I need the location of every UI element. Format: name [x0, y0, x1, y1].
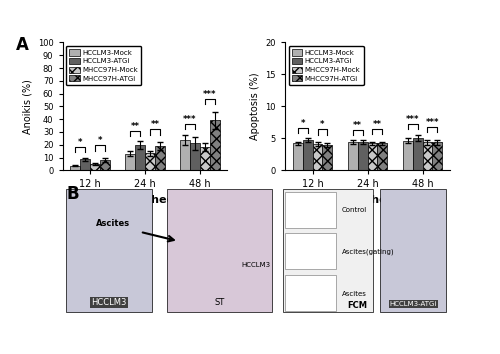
Bar: [293, 143, 302, 170]
Text: B: B: [66, 185, 79, 203]
Text: *: *: [320, 120, 324, 130]
Bar: [422, 142, 432, 170]
Bar: [90, 164, 100, 170]
Bar: [125, 154, 135, 170]
Bar: [145, 153, 155, 170]
Bar: [80, 159, 90, 170]
Text: **: **: [373, 120, 382, 129]
Bar: [155, 146, 164, 170]
Text: ***: ***: [426, 118, 439, 127]
Bar: [358, 142, 368, 170]
Bar: [180, 139, 190, 170]
Text: *: *: [300, 119, 305, 127]
Bar: [284, 189, 372, 312]
Bar: [286, 192, 336, 228]
Text: ***: ***: [184, 115, 197, 124]
Text: *: *: [78, 138, 82, 147]
Text: Ascites(gating): Ascites(gating): [342, 249, 394, 255]
Bar: [302, 139, 312, 170]
Text: ***: ***: [203, 90, 216, 99]
Text: Ascites: Ascites: [96, 219, 130, 228]
Text: HCCLM3-ATGi: HCCLM3-ATGi: [390, 301, 437, 307]
Bar: [190, 143, 200, 170]
Bar: [66, 189, 152, 312]
Text: HCCLM3: HCCLM3: [242, 262, 271, 268]
X-axis label: Detached: Detached: [116, 195, 174, 205]
Y-axis label: Anoikis (%): Anoikis (%): [22, 79, 32, 134]
Bar: [200, 147, 210, 170]
Bar: [348, 142, 358, 170]
Bar: [135, 145, 145, 170]
Text: FCM: FCM: [347, 301, 367, 310]
Bar: [100, 160, 110, 170]
X-axis label: Attached: Attached: [340, 195, 396, 205]
Text: ***: ***: [406, 115, 419, 124]
Bar: [70, 166, 80, 170]
Text: *: *: [98, 136, 102, 145]
Legend: HCCLM3-Mock, HCCLM3-ATGi, MHCC97H-Mock, MHCC97H-ATGi: HCCLM3-Mock, HCCLM3-ATGi, MHCC97H-Mock, …: [66, 46, 141, 85]
Bar: [286, 275, 336, 311]
Text: Ascites: Ascites: [342, 291, 366, 297]
Bar: [432, 142, 442, 170]
Bar: [402, 141, 412, 170]
Text: Control: Control: [342, 207, 367, 213]
Bar: [210, 120, 220, 170]
Bar: [286, 233, 336, 269]
Bar: [322, 145, 332, 170]
Text: **: **: [150, 120, 160, 130]
Text: A: A: [16, 36, 29, 54]
Bar: [312, 144, 322, 170]
Y-axis label: Apoptosis (%): Apoptosis (%): [250, 73, 260, 140]
Bar: [368, 143, 378, 170]
Legend: HCCLM3-Mock, HCCLM3-ATGi, MHCC97H-Mock, MHCC97H-ATGi: HCCLM3-Mock, HCCLM3-ATGi, MHCC97H-Mock, …: [288, 46, 364, 85]
Bar: [380, 189, 446, 312]
Text: **: **: [353, 121, 362, 130]
Text: HCCLM3: HCCLM3: [92, 298, 126, 307]
Bar: [167, 189, 272, 312]
Bar: [412, 138, 422, 170]
Bar: [378, 143, 388, 170]
Text: **: **: [130, 122, 140, 131]
Text: ST: ST: [214, 298, 224, 307]
